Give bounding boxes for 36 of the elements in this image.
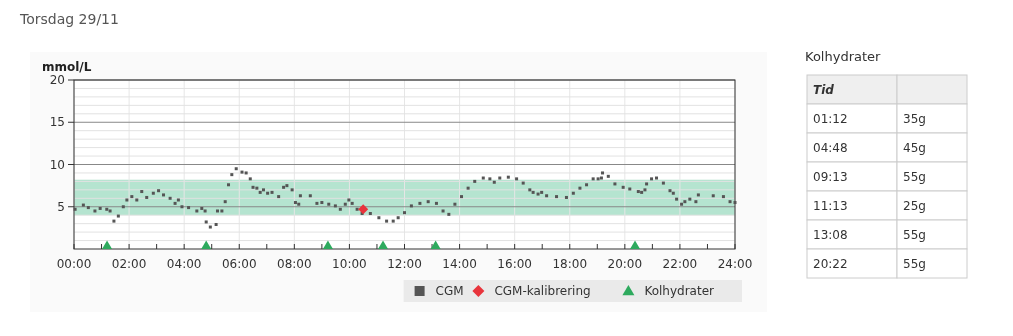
x-tick-label: 06:00 (221, 257, 257, 271)
x-tick-label: 16:00 (497, 257, 532, 271)
legend-label: Kolhydrater (644, 284, 715, 298)
x-tick-label: 22:00 (662, 257, 698, 271)
text: 55g (903, 257, 926, 271)
text: 20:22 (813, 257, 848, 271)
text: Kolhydrater (805, 49, 882, 64)
legend-label: CGM-kalibrering (494, 284, 591, 298)
y-tick-label: 5 (57, 199, 65, 214)
text: 55g (903, 170, 926, 184)
text: 55g (903, 228, 926, 242)
y-tick-label: 15 (49, 115, 65, 130)
x-tick-label: 18:00 (552, 257, 588, 271)
x-tick-label: 08:00 (277, 257, 312, 271)
text: 04:48 (813, 141, 848, 155)
x-tick-label: 04:00 (166, 257, 202, 271)
legend-label: CGM (435, 284, 464, 298)
x-tick-label: 20:00 (607, 257, 643, 271)
y-tick-label: 20 (49, 73, 65, 87)
x-tick-label: 12:00 (387, 257, 422, 271)
y-tick-label: 10 (49, 157, 65, 172)
text: Tid (813, 83, 835, 97)
y-axis-title: mmol/L (42, 60, 92, 74)
text: 25g (903, 199, 926, 213)
x-tick-label: 14:00 (442, 257, 477, 271)
text: 13:08 (813, 228, 848, 242)
text: 01:12 (813, 112, 848, 126)
x-tick-label: 00:00 (56, 257, 92, 271)
text: 11:13 (813, 199, 848, 213)
text: 35g (903, 112, 926, 126)
text: 45g (903, 141, 926, 155)
x-tick-label: 24:00 (717, 257, 753, 271)
text: 09:13 (813, 170, 848, 184)
chart-title: Torsdag 29/11 (19, 11, 119, 27)
x-tick-label: 02:00 (111, 257, 147, 271)
x-tick-label: 10:00 (332, 257, 367, 271)
